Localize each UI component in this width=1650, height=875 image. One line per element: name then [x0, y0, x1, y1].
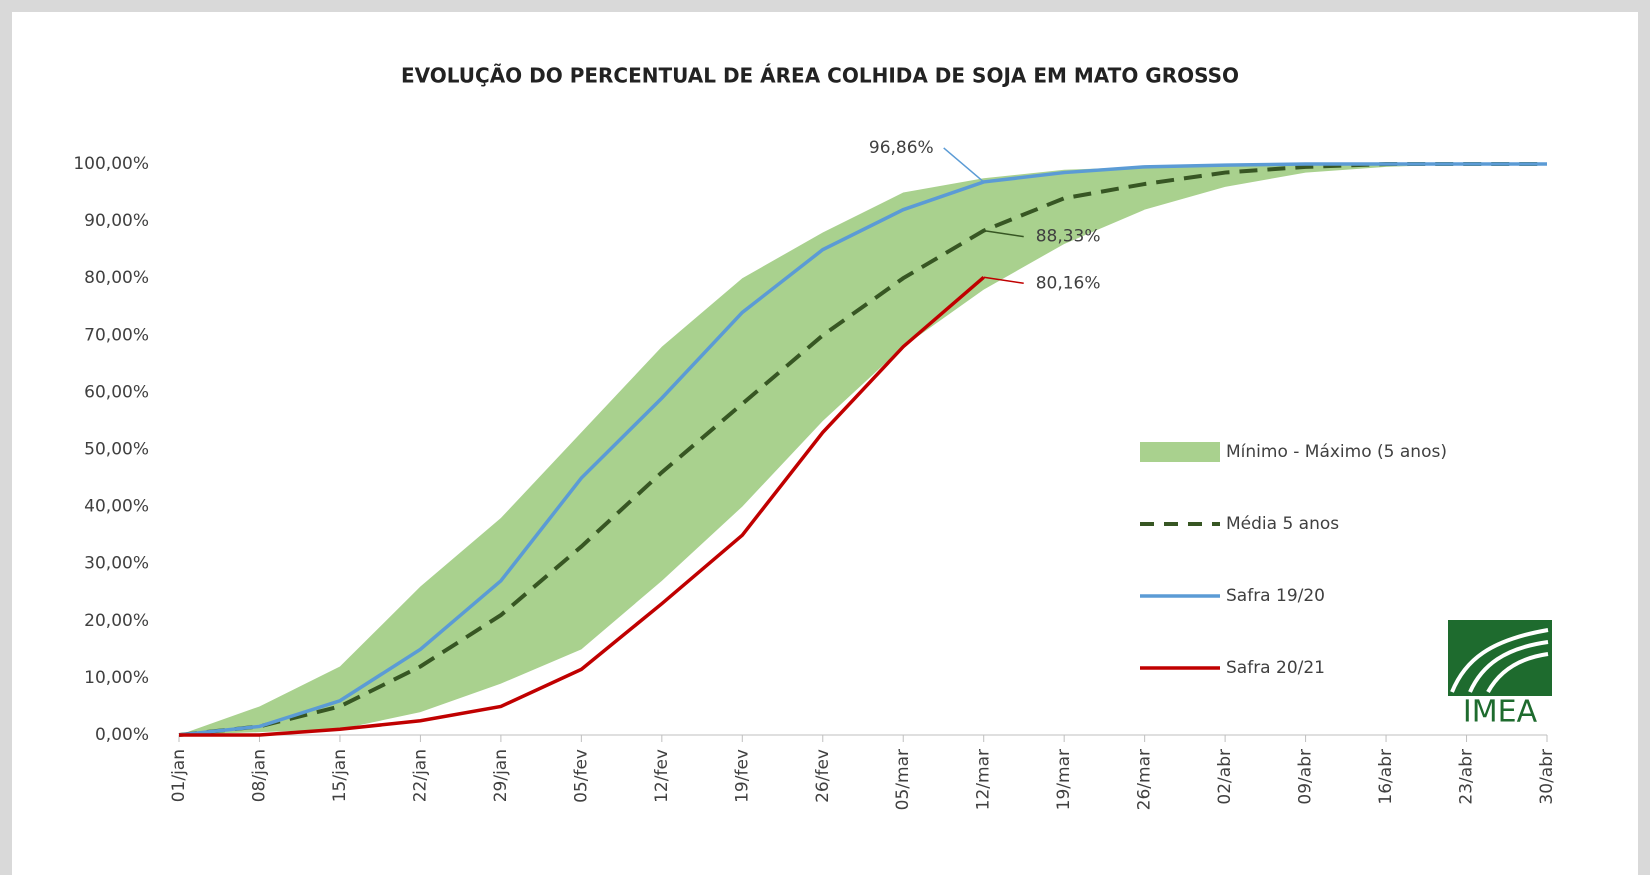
x-tick-label: 19/fev: [732, 749, 752, 803]
legend-label: Mínimo - Máximo (5 anos): [1226, 442, 1447, 462]
value-label: 96,86%: [869, 138, 934, 158]
label-leader: [983, 276, 1024, 285]
y-tick-label: 50,00%: [84, 440, 149, 460]
series-line: [178, 162, 1547, 737]
y-tick-label: 60,00%: [84, 382, 149, 402]
y-tick-label: 80,00%: [84, 268, 149, 288]
logo-text: IMEA: [1463, 695, 1538, 730]
x-tick-label: 19/mar: [1054, 749, 1074, 810]
x-tick-label: 26/fev: [813, 749, 833, 803]
value-label: 88,33%: [1036, 227, 1101, 247]
y-tick-label: 100,00%: [73, 154, 149, 174]
logo: IMEA: [1448, 620, 1552, 730]
x-tick-label: 02/abr: [1215, 749, 1235, 805]
value-label: 80,16%: [1036, 273, 1101, 293]
x-tick-label: 12/mar: [974, 749, 994, 810]
x-tick-label: 08/jan: [249, 749, 269, 802]
range-area: [179, 164, 1547, 735]
legend-label: Média 5 anos: [1226, 514, 1339, 534]
x-tick-label: 23/abr: [1457, 749, 1477, 805]
x-tick-label: 16/abr: [1376, 749, 1396, 805]
y-tick-label: 30,00%: [84, 554, 149, 574]
y-tick-label: 40,00%: [84, 497, 149, 517]
x-tick-label: 05/fev: [571, 749, 591, 803]
y-tick-label: 90,00%: [84, 211, 149, 231]
x-tick-label: 22/jan: [410, 749, 430, 802]
chart-title: EVOLUÇÃO DO PERCENTUAL DE ÁREA COLHIDA D…: [401, 64, 1239, 88]
legend-swatch: [1140, 442, 1220, 462]
x-tick-label: 12/fev: [652, 749, 672, 803]
x-tick-label: 29/jan: [491, 749, 511, 802]
y-tick-label: 10,00%: [84, 668, 149, 688]
legend-label: Safra 19/20: [1226, 586, 1325, 606]
x-tick-label: 15/jan: [330, 749, 350, 802]
label-leader: [983, 229, 1024, 238]
y-tick-label: 70,00%: [84, 325, 149, 345]
x-tick-label: 30/abr: [1537, 749, 1557, 805]
y-tick-label: 20,00%: [84, 611, 149, 631]
x-tick-label: 01/jan: [169, 749, 189, 802]
series-line: [178, 162, 1547, 737]
label-leader: [943, 147, 985, 183]
x-tick-label: 26/mar: [1135, 749, 1155, 810]
series-line: [179, 275, 985, 737]
x-tick-label: 09/abr: [1296, 749, 1316, 805]
x-tick-label: 05/mar: [893, 749, 913, 810]
y-tick-label: 0,00%: [95, 725, 149, 745]
logo-stripes: [1450, 628, 1549, 693]
legend-label: Safra 20/21: [1226, 658, 1325, 678]
